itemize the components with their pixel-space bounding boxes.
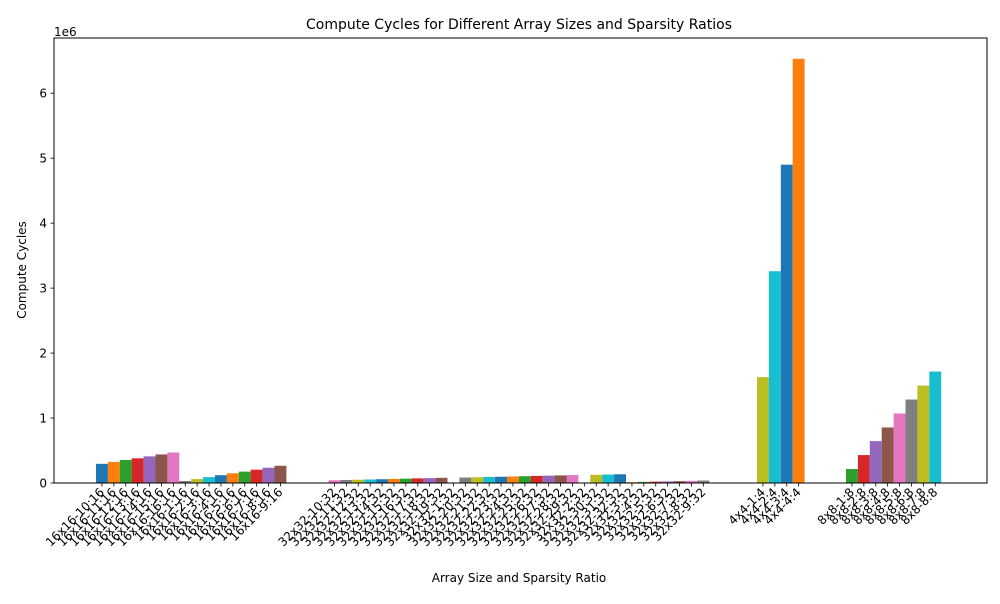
- bar-4x4-2:4: [769, 271, 781, 483]
- bar-32x32-22:32: [483, 477, 495, 483]
- bar-4x4-3:4: [781, 165, 793, 483]
- y-tick-label: 6: [39, 87, 47, 101]
- bar-16x16-11:16: [108, 462, 120, 483]
- bar-32x32-26:32: [531, 476, 543, 483]
- y-ticks-layer: 0 1 2 3 4 5 6: [39, 87, 54, 491]
- bar-32x32-17:32: [412, 478, 424, 483]
- bar-32x32-14:32: [376, 479, 388, 483]
- bar-8x8-5:8: [894, 413, 906, 483]
- x-axis-label: Array Size and Sparsity Ratio: [432, 571, 607, 585]
- bar-16x16-7:16: [251, 470, 263, 483]
- bar-16x16-6:16: [239, 472, 251, 483]
- bar-16x16-16:16: [167, 452, 179, 483]
- bar-8x8-3:8: [870, 441, 882, 483]
- bar-16x16-14:16: [144, 456, 156, 483]
- y-tick-label: 3: [39, 282, 47, 296]
- bar-32x32-21:32: [471, 477, 483, 483]
- bar-8x8-6:8: [906, 400, 918, 483]
- bar-16x16-9:16: [275, 466, 287, 483]
- bar-32x32-27:32: [543, 476, 555, 483]
- bar-32x32-24:32: [507, 477, 519, 484]
- bar-8x8-1:8: [846, 469, 858, 483]
- y-tick-label: 2: [39, 347, 47, 361]
- bar-32x32-32:32: [614, 474, 626, 483]
- bar-32x32-19:32: [436, 478, 448, 483]
- bar-32x32-18:32: [424, 478, 436, 483]
- bar-32x32-30:32: [590, 475, 602, 483]
- bar-32x32-16:32: [400, 479, 412, 483]
- y-tick-label: 0: [39, 477, 47, 491]
- plot-frame: [54, 38, 987, 483]
- bar-4x4-1:4: [757, 377, 769, 483]
- bar-16x16-3:16: [203, 477, 215, 483]
- bar-16x16-4:16: [215, 475, 227, 483]
- bar-32x32-28:32: [555, 475, 567, 483]
- bar-32x32-20:32: [459, 478, 471, 483]
- bar-16x16-15:16: [156, 454, 168, 483]
- bar-16x16-8:16: [263, 468, 275, 483]
- bar-32x32-31:32: [602, 475, 614, 483]
- bars-layer: [96, 59, 941, 483]
- y-tick-label: 5: [39, 152, 47, 166]
- bar-4x4-4:4: [793, 59, 805, 483]
- bar-32x32-29:32: [567, 475, 579, 483]
- bar-16x16-12:16: [120, 460, 132, 483]
- bar-16x16-2:16: [191, 479, 203, 483]
- y-axis-label: Compute Cycles: [15, 221, 29, 319]
- bar-16x16-13:16: [132, 458, 144, 483]
- bar-8x8-7:8: [917, 386, 929, 483]
- bar-8x8-2:8: [858, 455, 870, 483]
- chart-title: Compute Cycles for Different Array Sizes…: [306, 17, 732, 33]
- bar-16x16-10:16: [96, 464, 108, 483]
- x-ticks-layer: 16x16-10:1616x16-11:1616x16-12:1616x16-1…: [43, 483, 940, 549]
- bar-32x32-23:32: [495, 477, 507, 483]
- y-tick-label: 1: [39, 412, 47, 426]
- bar-32x32-15:32: [388, 479, 400, 483]
- bar-32x32-25:32: [519, 476, 531, 483]
- bar-8x8-8:8: [929, 372, 941, 483]
- bar-32x32-13:32: [364, 479, 376, 483]
- bar-16x16-5:16: [227, 473, 239, 483]
- y-axis-multiplier: 1e6: [54, 25, 77, 39]
- y-tick-label: 4: [39, 217, 47, 231]
- bar-8x8-4:8: [882, 427, 894, 483]
